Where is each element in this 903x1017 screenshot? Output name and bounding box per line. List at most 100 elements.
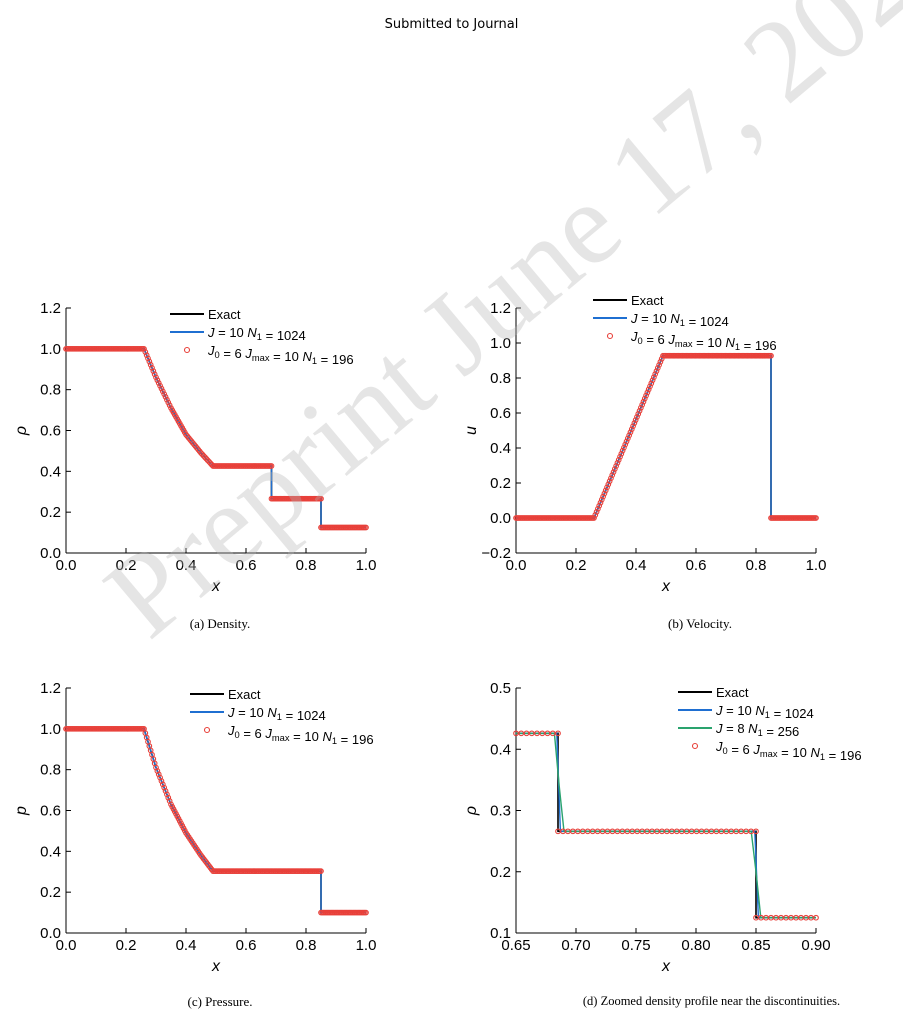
data-point bbox=[141, 345, 147, 352]
data-point bbox=[617, 453, 623, 460]
chart-b-wrap: 0.0 0.2 0.4 0.6 0.8 1.0 −0.2 0.0 0.2 0.4 0.6 0.8 1.0… bbox=[450, 290, 890, 615]
legend-label: Exact bbox=[716, 685, 749, 700]
data-point bbox=[157, 382, 163, 389]
y-tick-label: 0.8 bbox=[40, 382, 61, 399]
y-tick-label: 0.0 bbox=[490, 510, 511, 527]
data-point bbox=[598, 496, 605, 503]
legend-label: J = 10 N1 = 1024 bbox=[715, 703, 814, 721]
y-tick-label: 1.0 bbox=[40, 341, 61, 358]
data-point bbox=[162, 394, 169, 400]
data-point bbox=[641, 395, 648, 402]
data-point bbox=[596, 502, 603, 509]
plot-area: 0.0 0.2 0.4 0.6 0.8 1.0 0.0 0.2 0.4 0.6 0.8 1.0 1.2 x… bbox=[13, 300, 376, 595]
y-tick-label: 1.2 bbox=[490, 300, 511, 317]
series-line bbox=[516, 732, 816, 919]
data-point bbox=[154, 377, 161, 384]
data-point bbox=[644, 389, 651, 396]
data-point bbox=[597, 499, 604, 506]
data-point bbox=[601, 490, 608, 497]
data-point bbox=[363, 909, 369, 916]
data-point bbox=[555, 730, 561, 737]
data-point bbox=[623, 438, 630, 445]
data-point bbox=[654, 365, 661, 371]
chart-density: 0.0 0.2 0.4 0.6 0.8 1.0 0.0 0.2 0.4 0.6 0.8 1.0 1.2 x… bbox=[13, 300, 376, 595]
x-axis-label: x bbox=[211, 958, 221, 975]
series-line bbox=[66, 348, 366, 529]
data-point bbox=[593, 509, 600, 515]
x-tick-label: 0.90 bbox=[801, 937, 830, 954]
data-point bbox=[628, 426, 635, 433]
caption-b: (b) Velocity. bbox=[668, 616, 732, 631]
x-tick-label: 0.8 bbox=[296, 557, 317, 574]
x-tick-label: 0.0 bbox=[56, 557, 77, 574]
legend-label: J = 10 N1 = 1024 bbox=[207, 325, 306, 343]
chart-zoomed-density: 0.65 0.70 0.75 0.80 0.85 0.90 0.1 0.2 0.3 0.4 0.5 x… bbox=[463, 680, 862, 975]
plot-area: 0.0 0.2 0.4 0.6 0.8 1.0 0.0 0.2 0.4 0.6 0.8 1.0 1.2 x… bbox=[13, 680, 376, 975]
data-point bbox=[158, 778, 165, 784]
data-point bbox=[649, 377, 656, 384]
chart-velocity: 0.0 0.2 0.4 0.6 0.8 1.0−0.20.00.20.40.60.81.0… bbox=[463, 293, 827, 595]
data-point bbox=[161, 391, 168, 397]
y-tick-label: 0.4 bbox=[490, 741, 511, 758]
data-point bbox=[157, 774, 163, 781]
data-point bbox=[613, 463, 619, 469]
data-point bbox=[638, 404, 644, 411]
data-point bbox=[647, 383, 653, 390]
data-point bbox=[606, 478, 613, 485]
data-point bbox=[627, 429, 634, 436]
y-tick-label: 0.6 bbox=[490, 405, 511, 422]
x-tick-label: 0.0 bbox=[506, 557, 527, 574]
legend-marker bbox=[183, 346, 191, 354]
data-point bbox=[165, 794, 172, 801]
x-axis-label: x bbox=[661, 578, 671, 595]
data-point bbox=[624, 435, 631, 442]
data-point bbox=[656, 362, 662, 368]
data-point bbox=[643, 392, 649, 399]
data-point bbox=[648, 380, 655, 387]
data-point bbox=[164, 396, 170, 403]
data-point bbox=[652, 371, 659, 377]
data-point bbox=[611, 466, 618, 472]
data-point bbox=[161, 784, 168, 791]
data-point bbox=[600, 493, 606, 500]
x-tick-label: 0.4 bbox=[176, 937, 197, 954]
series-line bbox=[516, 355, 816, 519]
data-point bbox=[615, 456, 622, 463]
y-axis-label: ρ bbox=[463, 806, 480, 816]
data-point bbox=[164, 791, 170, 798]
legend-label: J0 = 6 Jmax = 10 N1 = 196 bbox=[207, 343, 354, 367]
data-point bbox=[630, 423, 636, 430]
data-point bbox=[605, 481, 612, 488]
x-tick-label: 0.85 bbox=[741, 937, 770, 954]
data-point bbox=[151, 371, 158, 378]
data-point bbox=[162, 788, 169, 794]
caption-c: (c) Pressure. bbox=[187, 994, 253, 1009]
data-point bbox=[544, 730, 551, 737]
data-point bbox=[155, 771, 162, 778]
x-tick-label: 1.0 bbox=[356, 937, 377, 954]
legend-label: J0 = 6 Jmax = 10 N1 = 196 bbox=[715, 739, 862, 763]
series-line bbox=[516, 732, 816, 919]
data-point bbox=[645, 386, 652, 393]
data-point bbox=[640, 398, 647, 405]
legend-marker bbox=[203, 726, 211, 734]
x-tick-label: 0.4 bbox=[176, 557, 197, 574]
y-tick-label: 0.2 bbox=[40, 884, 61, 901]
data-point bbox=[595, 505, 601, 512]
plot-area: 0.65 0.70 0.75 0.80 0.85 0.90 0.1 0.2 0.3 0.4 0.5 x… bbox=[463, 680, 831, 975]
x-tick-label: 1.0 bbox=[806, 557, 827, 574]
y-tick-label: 0.4 bbox=[40, 463, 61, 480]
data-point bbox=[592, 512, 599, 518]
y-tick-label: 0.2 bbox=[490, 475, 511, 492]
y-tick-label: 1.2 bbox=[40, 680, 61, 697]
y-axis-label: ρ bbox=[13, 426, 30, 436]
x-tick-label: 0.70 bbox=[561, 937, 590, 954]
caption-a: (a) Density. bbox=[189, 616, 251, 631]
y-tick-label: 0.5 bbox=[490, 680, 511, 697]
x-tick-label: 0.8 bbox=[746, 557, 767, 574]
y-tick-label: 0.0 bbox=[40, 925, 61, 942]
series-line bbox=[516, 732, 816, 919]
x-tick-label: 0.80 bbox=[681, 937, 710, 954]
